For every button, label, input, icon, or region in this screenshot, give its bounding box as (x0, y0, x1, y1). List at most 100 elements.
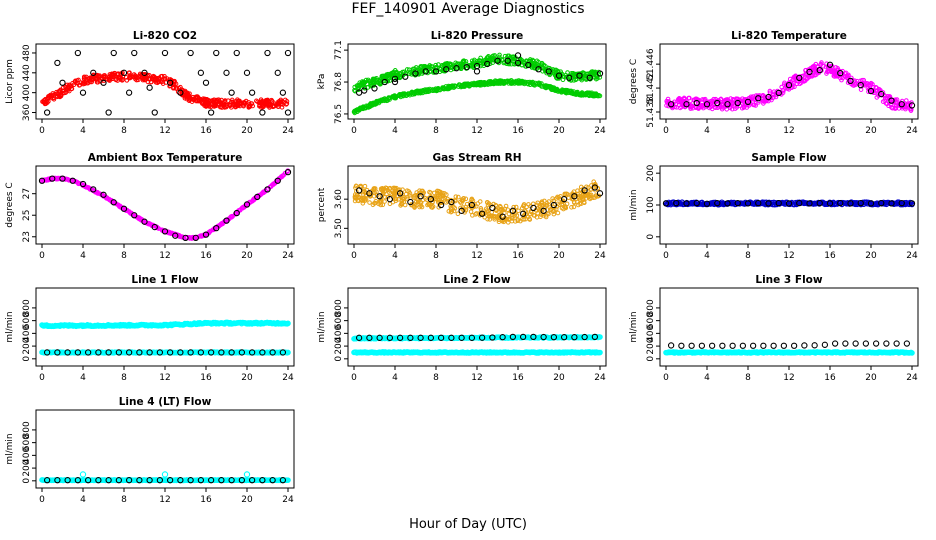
x-tick-label: 0 (663, 126, 669, 136)
data-point (673, 199, 680, 207)
data-point (714, 199, 721, 207)
data-point (243, 201, 251, 208)
data-point (744, 200, 752, 207)
data-point (162, 73, 167, 79)
data-point (530, 204, 537, 212)
data-point (535, 66, 542, 73)
data-point (164, 76, 170, 81)
data-point (469, 62, 474, 68)
data-point (597, 349, 603, 356)
data-point (448, 334, 455, 341)
data-point (427, 196, 435, 203)
x-tick-label: 4 (704, 373, 710, 383)
data-point (468, 201, 476, 209)
data-point (596, 190, 604, 197)
data-point (412, 89, 418, 95)
data-point (791, 74, 797, 80)
data-point (521, 59, 527, 65)
data-point (711, 96, 716, 102)
data-point (478, 206, 484, 211)
data-point (274, 69, 281, 76)
main-title: FEF_140901 Average Diagnostics (351, 1, 585, 17)
data-point (417, 65, 423, 70)
data-point (425, 70, 431, 76)
data-point (115, 349, 123, 356)
x-tick-label: 0 (39, 126, 45, 136)
data-point (408, 70, 413, 75)
data-point (242, 100, 248, 105)
data-point (213, 225, 220, 232)
data-point (560, 334, 568, 341)
data-point (57, 94, 63, 100)
data-point (233, 49, 240, 57)
data-point (275, 100, 280, 105)
data-point (67, 88, 72, 94)
data-point (530, 333, 537, 341)
data-point (683, 101, 690, 108)
data-point (414, 199, 419, 204)
data-point (387, 190, 392, 196)
data-point (591, 333, 599, 341)
data-point (554, 196, 559, 201)
data-point (136, 349, 143, 356)
data-point (161, 228, 169, 235)
data-point (465, 82, 471, 87)
data-point (176, 85, 182, 91)
data-point (402, 73, 409, 80)
data-point (595, 76, 600, 81)
data-point (259, 349, 266, 356)
data-point (184, 91, 190, 97)
data-point (576, 72, 583, 79)
data-point (547, 72, 553, 78)
data-point (492, 81, 497, 86)
data-point (586, 74, 593, 81)
data-point (143, 77, 148, 83)
data-point (496, 219, 502, 225)
data-point (478, 55, 483, 61)
data-point (443, 66, 450, 73)
data-point (580, 196, 586, 202)
data-point (238, 349, 246, 356)
data-point (545, 68, 552, 75)
data-point (497, 78, 503, 83)
data-point (554, 87, 560, 92)
data-point (765, 93, 772, 101)
data-point (459, 62, 465, 68)
y-axis-label: ml/min (629, 311, 639, 342)
data-point (83, 184, 89, 190)
x-tick-label: 16 (824, 373, 836, 383)
data-point (550, 201, 558, 209)
data-point (196, 96, 202, 101)
data-point (204, 100, 210, 105)
data-point (428, 190, 433, 196)
data-point (744, 98, 752, 105)
data-point (192, 234, 199, 241)
data-point (571, 334, 578, 341)
y-tick-label: 800 (334, 299, 344, 316)
data-point (858, 87, 864, 92)
data-point (810, 73, 816, 78)
data-point (352, 88, 357, 93)
panel-title: Li-820 Temperature (731, 30, 847, 42)
data-point (403, 71, 409, 76)
data-point (596, 70, 604, 77)
data-point (449, 64, 454, 70)
data-point (233, 101, 239, 107)
data-point (412, 70, 419, 77)
data-point (383, 185, 389, 191)
data-point (746, 103, 752, 108)
data-point (819, 60, 824, 65)
data-point (870, 81, 875, 87)
data-point (700, 97, 705, 102)
data-point (125, 349, 133, 356)
y-tick-label: 360 (22, 104, 32, 121)
data-point (837, 199, 844, 207)
x-tick-label: 4 (392, 126, 398, 136)
data-point (550, 86, 556, 91)
x-tick-label: 0 (663, 373, 669, 383)
y-axis-label: kPa (317, 74, 327, 90)
data-point (386, 334, 394, 341)
data-point (824, 71, 829, 76)
data-point (259, 100, 265, 105)
y-axis-label: ml/min (317, 311, 327, 342)
